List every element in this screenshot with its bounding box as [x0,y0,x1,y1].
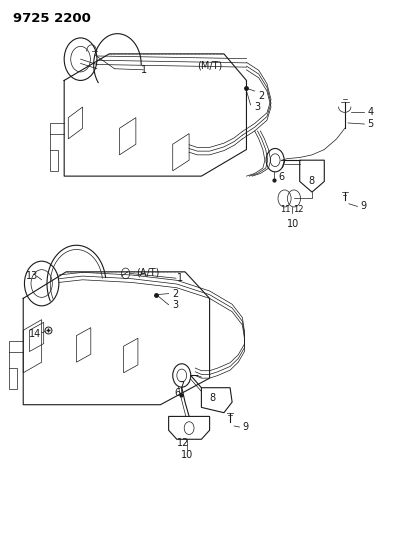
Text: 5: 5 [367,119,374,129]
Text: 1: 1 [141,65,147,75]
Text: 10: 10 [287,219,300,229]
Text: (M/T): (M/T) [197,61,222,70]
Text: 12: 12 [293,205,303,214]
Text: 12: 12 [177,438,189,448]
Text: 4: 4 [367,107,374,117]
Text: 8: 8 [209,393,215,403]
Text: 6: 6 [278,172,284,182]
Text: 8: 8 [308,176,314,187]
Text: 3: 3 [254,102,260,112]
Text: 11: 11 [280,205,291,214]
Text: 13: 13 [26,271,38,281]
Text: 2: 2 [259,91,265,101]
Text: 7: 7 [279,160,286,171]
Text: 10: 10 [181,450,194,460]
Text: (A/T): (A/T) [136,268,160,278]
Text: 9: 9 [360,201,367,212]
Text: 1: 1 [177,273,183,283]
Text: 6: 6 [174,388,180,398]
Text: 9: 9 [242,422,249,432]
Text: 3: 3 [172,300,178,310]
Text: 7: 7 [178,381,184,391]
Text: 14: 14 [28,329,41,339]
Text: 2: 2 [172,289,178,299]
Text: 9725 2200: 9725 2200 [13,12,91,26]
